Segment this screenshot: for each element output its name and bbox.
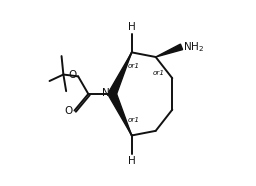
Polygon shape (109, 52, 132, 96)
Text: O: O (68, 70, 76, 81)
Polygon shape (156, 44, 183, 57)
Text: NH$_2$: NH$_2$ (183, 40, 205, 54)
Text: or1: or1 (153, 70, 165, 76)
Text: N: N (102, 88, 110, 98)
Text: H: H (128, 156, 136, 166)
Polygon shape (109, 92, 132, 135)
Text: H: H (128, 22, 136, 32)
Text: O: O (64, 106, 73, 116)
Text: or1: or1 (128, 62, 140, 68)
Text: or1: or1 (128, 118, 140, 124)
